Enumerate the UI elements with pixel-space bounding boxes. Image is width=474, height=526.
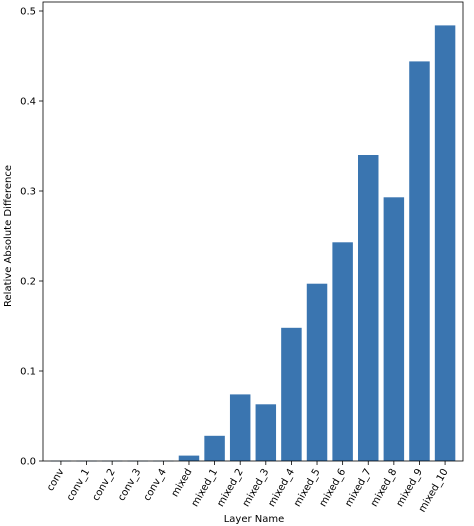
bar-mixed_8 [383, 197, 405, 462]
x-tick-label: conv_3 [116, 467, 143, 503]
y-axis-ticks: 0.0 0.1 0.2 0.3 0.4 0.5 [20, 7, 43, 468]
y-tick-label: 0.4 [20, 97, 36, 108]
plot-frame-rect [42, 1, 464, 462]
bar-mixed_6 [332, 242, 353, 461]
bar-mixed_10 [434, 25, 456, 462]
bar-mixed_4 [281, 327, 302, 461]
y-tick-label: 0.1 [20, 367, 36, 378]
x-tick-label: conv_1 [65, 467, 92, 503]
y-tick-label: 0.5 [20, 7, 36, 18]
bar-mixed_1 [204, 435, 225, 461]
bar-mixed [178, 455, 200, 461]
bar-mixed_2 [229, 394, 251, 461]
y-tick-label: 0.2 [20, 277, 36, 288]
bar-mixed_9 [409, 61, 430, 462]
y-tick-label: 0.3 [20, 187, 36, 198]
plot-frame [42, 1, 464, 462]
bar-mixed_5 [306, 283, 328, 461]
bars-group [50, 25, 456, 462]
x-tick-label: mixed [170, 467, 195, 499]
x-tick-label: conv [45, 467, 67, 493]
x-tick-label: conv_2 [91, 467, 118, 503]
x-tick-label: conv_4 [142, 467, 169, 503]
y-axis-label: Relative Absolute Difference [3, 165, 14, 307]
y-tick-label: 0.0 [20, 457, 36, 468]
x-axis-label: Layer Name [224, 514, 285, 525]
bar-mixed_3 [255, 404, 277, 461]
bar-mixed_7 [358, 155, 379, 461]
